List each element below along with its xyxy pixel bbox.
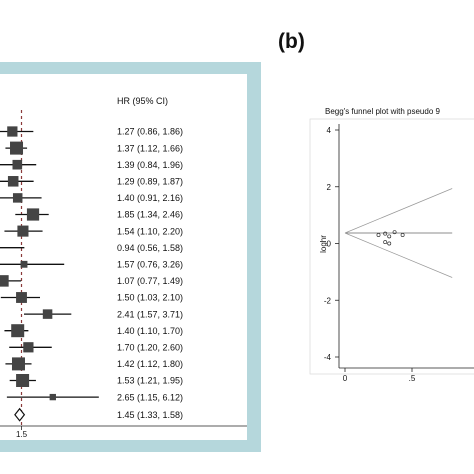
study-marker-17 bbox=[49, 393, 56, 401]
y-tick-label-4: -4 bbox=[324, 353, 332, 362]
study-marker-2 bbox=[10, 141, 24, 155]
funnel-point-2 bbox=[383, 231, 388, 236]
study-marker-6 bbox=[26, 208, 40, 221]
study-marker-12 bbox=[42, 309, 53, 319]
study-marker-15 bbox=[11, 357, 25, 371]
study-marker-14 bbox=[23, 342, 34, 353]
y-axis-title: loghr bbox=[319, 235, 328, 253]
study-marker-1 bbox=[7, 126, 18, 137]
study-marker-10 bbox=[0, 275, 9, 287]
study-hr-label-14: 1.70 (1.20, 2.60) bbox=[117, 343, 183, 353]
study-hr-label-5: 1.40 (0.91, 2.16) bbox=[117, 193, 183, 203]
funnel-marks: 4 2 0 -2 -4 0 .5 bbox=[324, 126, 453, 383]
overall-diamond bbox=[14, 407, 26, 422]
study-marker-7 bbox=[17, 225, 29, 237]
study-marker-3 bbox=[12, 159, 23, 170]
hr-column-header: HR (95% CI) bbox=[117, 96, 168, 106]
study-hr-label-6: 1.85 (1.34, 2.46) bbox=[117, 210, 183, 220]
forest-plot-panel: HR (95% CI) 1.5 1.27 (0.86, 1.86) 1.37 (1… bbox=[0, 62, 261, 452]
study-marker-13 bbox=[11, 324, 25, 338]
study-marker-11 bbox=[16, 292, 27, 303]
x-tick-label-1: .5 bbox=[409, 374, 416, 383]
x-tick-label-0: 0 bbox=[343, 374, 348, 383]
funnel-plot-panel: Begg's funnel plot with pseudo 9 loghr 4… bbox=[309, 107, 474, 383]
y-tick-label-1: 2 bbox=[327, 183, 332, 192]
forest-plot-area bbox=[0, 74, 247, 440]
funnel-point-4 bbox=[392, 230, 397, 235]
study-hr-label-7: 1.54 (1.10, 2.20) bbox=[117, 226, 183, 236]
y-tick-label-2: 0 bbox=[327, 240, 332, 249]
study-hr-label-3: 1.39 (0.84, 1.96) bbox=[117, 160, 183, 170]
study-hr-label-15: 1.42 (1.12, 1.80) bbox=[117, 359, 183, 369]
panel-b-label: (b) bbox=[278, 30, 305, 53]
forest-rows: 1.27 (0.86, 1.86) 1.37 (1.12, 1.66) 1.39 (… bbox=[0, 126, 183, 422]
study-hr-label-1: 1.27 (0.86, 1.86) bbox=[117, 127, 183, 137]
funnel-plot-area bbox=[309, 118, 474, 375]
funnel-point-6 bbox=[387, 241, 392, 246]
x-tick-label-1.5: 1.5 bbox=[16, 430, 28, 439]
study-marker-4 bbox=[7, 176, 19, 187]
study-marker-5 bbox=[12, 193, 23, 203]
study-hr-label-10: 1.07 (0.77, 1.49) bbox=[117, 276, 183, 286]
y-tick-label-3: -2 bbox=[324, 296, 332, 305]
funnel-point-7 bbox=[400, 233, 405, 237]
study-hr-label-4: 1.29 (0.89, 1.87) bbox=[117, 177, 183, 187]
funnel-point-1 bbox=[376, 233, 381, 237]
study-marker-16 bbox=[16, 374, 30, 387]
study-hr-label-12: 2.41 (1.57, 3.71) bbox=[117, 309, 183, 319]
study-hr-label-16: 1.53 (1.21, 1.95) bbox=[117, 376, 183, 386]
y-tick-label-0: 4 bbox=[327, 126, 332, 135]
funnel-point-5 bbox=[383, 240, 388, 245]
lower-pseudo-limit bbox=[344, 232, 453, 278]
study-hr-label-8: 0.94 (0.56, 1.58) bbox=[117, 243, 183, 253]
study-hr-label-13: 1.40 (1.10, 1.70) bbox=[117, 326, 183, 336]
overall-hr-label: 1.45 (1.33, 1.58) bbox=[117, 410, 183, 420]
upper-pseudo-limit bbox=[344, 188, 453, 234]
study-hr-label-2: 1.37 (1.12, 1.66) bbox=[117, 143, 183, 153]
study-hr-label-11: 1.50 (1.03, 2.10) bbox=[117, 293, 183, 303]
funnel-point-3 bbox=[387, 234, 392, 239]
funnel-plot-title: Begg's funnel plot with pseudo 9 bbox=[325, 107, 440, 116]
study-hr-label-9: 1.57 (0.76, 3.26) bbox=[117, 260, 183, 270]
study-hr-label-17: 2.65 (1.15, 6.12) bbox=[117, 392, 183, 402]
study-marker-9 bbox=[20, 260, 28, 268]
